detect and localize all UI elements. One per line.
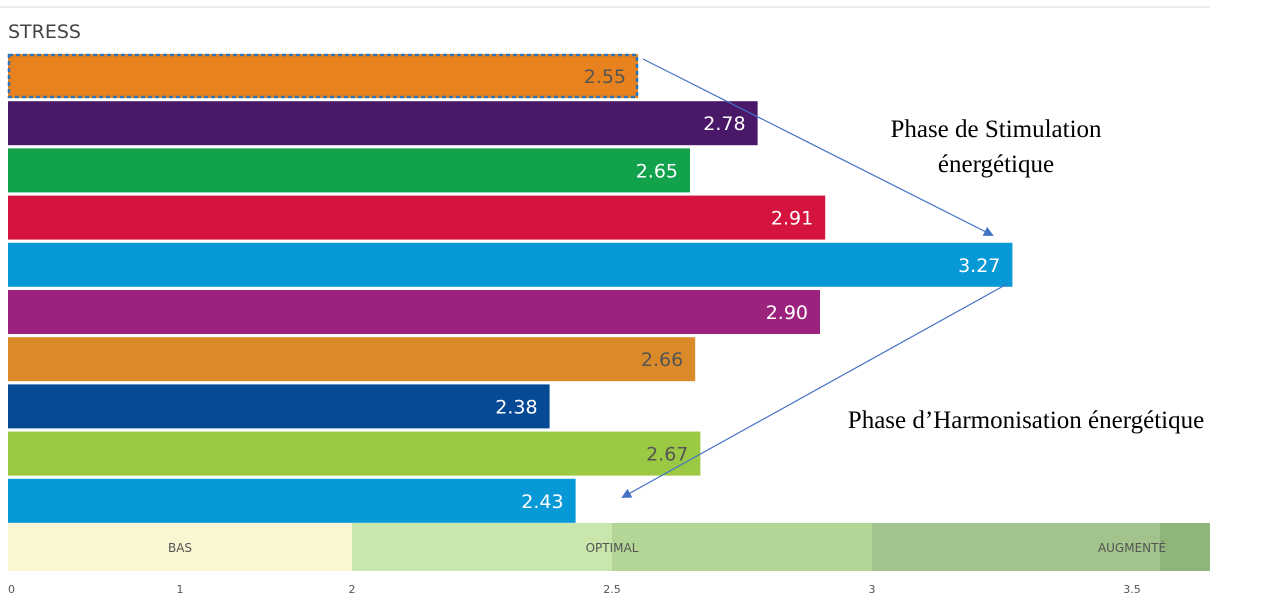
bar-8	[8, 384, 550, 429]
bar-value-label-4: 2.91	[771, 208, 813, 230]
zone-bands: BAS OPTIMAL AUGMENTÉ	[8, 523, 1210, 571]
bar-value-label-9: 2.67	[646, 444, 688, 466]
x-tick-label: 2	[349, 583, 356, 596]
bar-2	[8, 101, 758, 146]
bar-value-label-1: 2.55	[584, 66, 626, 88]
x-axis-ticks: 0 1 2 2.5 3 3.5	[8, 583, 1141, 596]
bar-value-label-5: 3.27	[958, 255, 1000, 277]
chart-title: STRESS	[8, 21, 81, 43]
zone-band-3	[612, 523, 872, 571]
harmonisation-label: Phase d’Harmonisation énergétique	[848, 407, 1204, 434]
bar-3	[8, 148, 690, 193]
bar-value-label-8: 2.38	[495, 396, 537, 418]
stimulation-arrow	[642, 58, 994, 236]
bar-1	[8, 54, 638, 98]
bar-value-label-3: 2.65	[636, 160, 678, 182]
x-tick-label: 0	[8, 583, 15, 596]
zone-band-2	[352, 523, 612, 571]
bars-group: 2.55 2.78 2.65 2.91 3.27 2.90 2.66 2.38 2.67 2.43	[7, 53, 1013, 523]
bar-9	[8, 431, 701, 476]
x-tick-label: 3	[869, 583, 876, 596]
harmonisation-arrow	[621, 283, 1008, 498]
zone-band-1	[8, 523, 352, 571]
bar-7	[8, 337, 696, 382]
zone-label-1: BAS	[168, 541, 192, 555]
bar-selection-outline	[7, 53, 639, 99]
stimulation-label-line2: énergétique	[938, 151, 1054, 178]
x-tick-label: 2.5	[603, 583, 621, 596]
x-tick-label: 3.5	[1123, 583, 1141, 596]
x-tick-label: 1	[177, 583, 184, 596]
zone-band-edge	[1160, 523, 1210, 571]
zone-band-4	[872, 523, 1210, 571]
stimulation-label-line1: Phase de Stimulation	[890, 116, 1102, 143]
bar-value-label-7: 2.66	[641, 349, 683, 371]
bar-10	[8, 478, 576, 523]
bar-4	[8, 195, 826, 240]
bar-value-label-2: 2.78	[703, 113, 745, 135]
bar-6	[8, 290, 820, 334]
zone-label-2: OPTIMAL	[586, 541, 639, 555]
bar-value-label-6: 2.90	[766, 302, 808, 324]
zone-label-3: AUGMENTÉ	[1098, 540, 1166, 555]
bar-value-label-10: 2.43	[521, 491, 563, 513]
bar-5	[8, 242, 1013, 287]
